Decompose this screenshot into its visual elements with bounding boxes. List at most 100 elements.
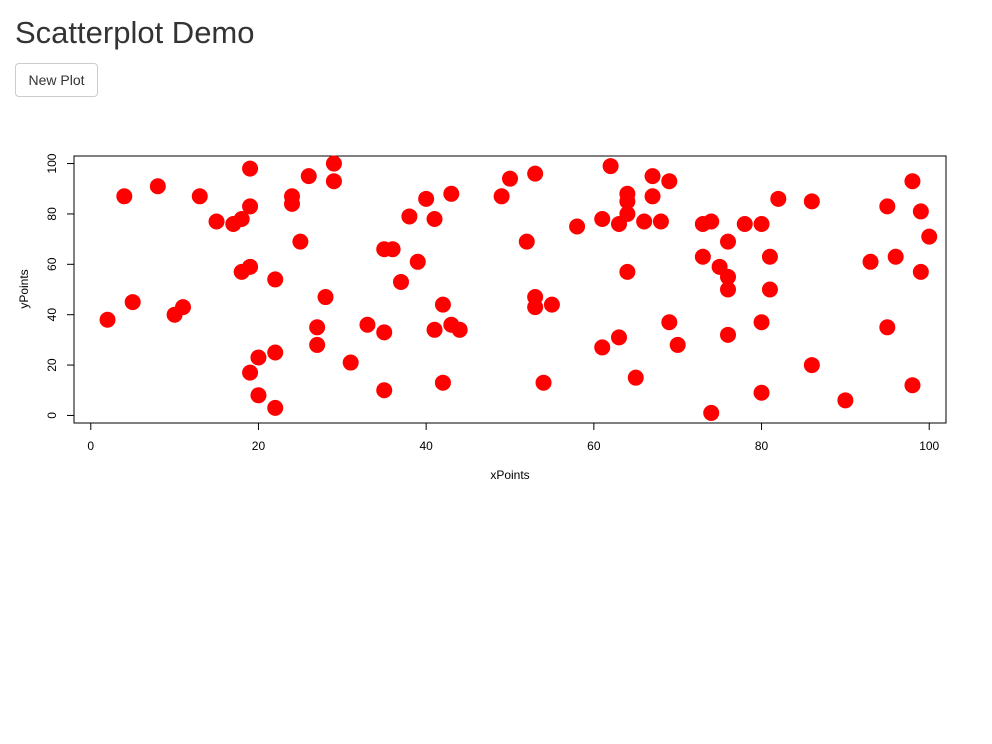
y-tick-label: 0 (45, 412, 59, 419)
data-point (904, 377, 921, 394)
data-point (602, 158, 619, 175)
data-point (837, 392, 854, 409)
data-point (451, 321, 468, 338)
data-point (669, 336, 686, 353)
data-point (493, 188, 510, 205)
data-point (518, 233, 535, 250)
data-point (569, 218, 586, 235)
data-point (208, 213, 225, 230)
page-title: Scatterplot Demo (15, 15, 255, 50)
data-point (761, 248, 778, 265)
data-point (912, 263, 929, 280)
data-point (904, 173, 921, 190)
data-point (242, 198, 259, 215)
data-point (619, 193, 636, 210)
data-point (434, 374, 451, 391)
data-point (611, 329, 627, 346)
data-point (527, 165, 544, 182)
x-tick-label: 100 (919, 439, 939, 453)
y-tick-label: 40 (45, 308, 59, 322)
data-point (175, 299, 191, 316)
data-point (325, 173, 342, 190)
data-point (376, 382, 393, 399)
y-tick-label: 20 (45, 358, 59, 372)
y-tick-label: 80 (45, 207, 59, 221)
data-point (736, 216, 753, 233)
data-point (426, 321, 443, 338)
data-point (803, 193, 820, 210)
data-point (661, 173, 678, 190)
data-point (661, 314, 678, 331)
data-point (149, 178, 166, 195)
x-tick-label: 40 (419, 439, 433, 453)
data-points (99, 155, 938, 421)
data-point (912, 203, 929, 220)
data-point (309, 319, 326, 336)
data-point (703, 213, 720, 230)
data-point (317, 289, 334, 306)
data-point (879, 319, 896, 336)
data-point (594, 339, 611, 356)
data-point (359, 316, 376, 333)
y-axis-label: yPoints (17, 269, 31, 308)
data-point (250, 349, 267, 366)
new-plot-button[interactable]: New Plot (15, 63, 98, 97)
data-point (753, 314, 770, 331)
data-point (292, 233, 309, 250)
y-tick-label: 60 (45, 257, 59, 271)
data-point (652, 213, 669, 230)
data-point (267, 271, 284, 288)
data-point (770, 190, 787, 207)
data-point (644, 188, 661, 205)
data-point (619, 205, 636, 222)
data-point (761, 281, 778, 298)
data-point (543, 296, 560, 313)
data-point (300, 168, 317, 185)
data-point (191, 188, 208, 205)
data-point (803, 357, 820, 374)
data-point (720, 281, 736, 298)
data-point (443, 185, 460, 202)
x-tick-label: 60 (587, 439, 601, 453)
data-point (862, 253, 879, 270)
data-point (325, 155, 342, 172)
data-point (267, 344, 284, 361)
data-point (887, 248, 904, 265)
data-point (644, 168, 661, 185)
x-tick-label: 80 (755, 439, 769, 453)
x-tick-label: 20 (252, 439, 266, 453)
data-point (342, 354, 359, 371)
data-point (233, 210, 250, 227)
data-point (267, 399, 284, 416)
x-axis-label: xPoints (490, 468, 529, 482)
data-point (753, 384, 770, 401)
data-point (242, 160, 259, 177)
x-axis: 0 20 40 60 80 100 (87, 422, 940, 453)
data-point (502, 170, 518, 187)
data-point (535, 374, 552, 391)
y-tick-label: 100 (45, 153, 59, 173)
data-point (409, 253, 426, 270)
data-point (636, 213, 653, 230)
data-point (694, 248, 711, 265)
data-point (720, 233, 736, 250)
data-point (753, 216, 770, 233)
data-point (250, 387, 267, 404)
y-axis: 0 20 40 60 80 100 (45, 153, 75, 419)
data-point (242, 364, 259, 381)
data-point (99, 311, 116, 328)
data-point (720, 268, 736, 285)
data-point (418, 190, 435, 207)
data-point (434, 296, 451, 313)
data-point (401, 208, 418, 225)
data-point (124, 294, 141, 311)
data-point (384, 241, 401, 258)
data-point (703, 404, 720, 421)
data-point (594, 210, 611, 227)
data-point (527, 299, 544, 316)
data-point (426, 210, 443, 227)
data-point (921, 228, 938, 245)
data-point (720, 326, 736, 343)
data-point (284, 195, 300, 212)
